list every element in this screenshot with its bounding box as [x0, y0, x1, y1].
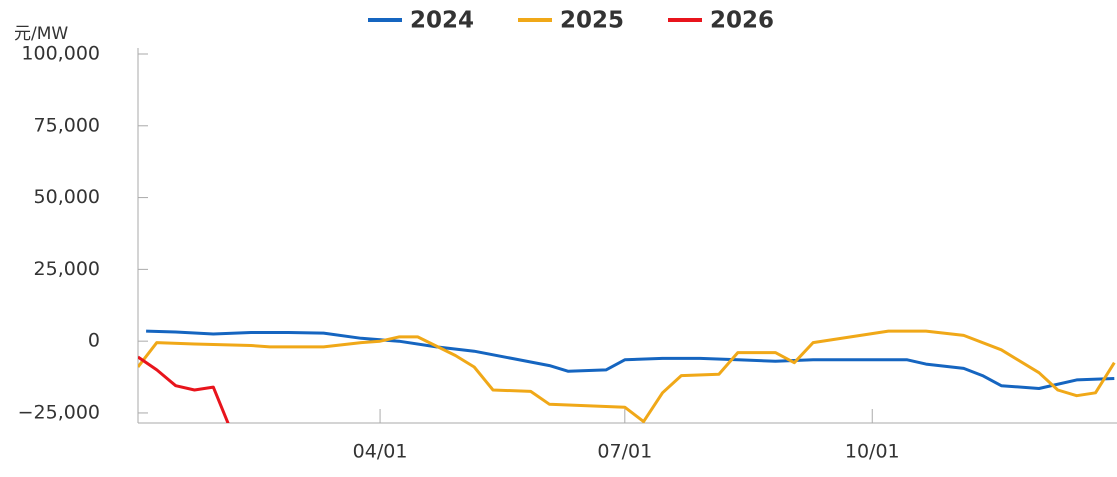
y-tick-label: 0	[88, 330, 100, 352]
x-tick-label: 07/01	[597, 441, 652, 463]
x-tick-label: 04/01	[353, 441, 408, 463]
series-line	[146, 329, 1115, 390]
y-tick-label: 25,000	[34, 258, 100, 280]
x-tick-label: 10/01	[845, 441, 900, 463]
y-tick-label: 75,000	[34, 114, 100, 136]
legend-label: 2025	[560, 8, 624, 34]
y-tick-label: 100,000	[21, 43, 100, 65]
y-axis-unit: 元/MW	[14, 24, 68, 44]
legend-label: 2026	[710, 8, 774, 34]
legend-label: 2024	[410, 8, 474, 34]
series-line	[138, 355, 230, 423]
y-tick-label: 50,000	[34, 186, 100, 208]
y-tick-label: −25,000	[18, 401, 100, 423]
plot-area	[138, 329, 1116, 423]
series-line	[138, 329, 1116, 423]
